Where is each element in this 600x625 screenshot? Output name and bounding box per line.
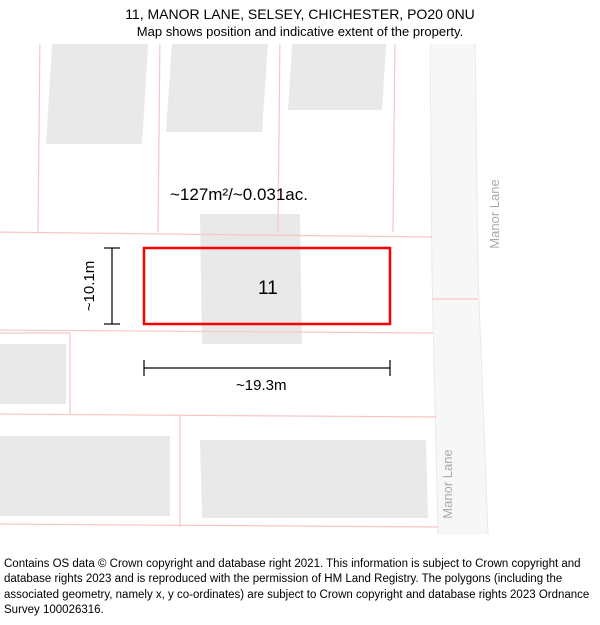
road-name-label: Manor Lane — [487, 179, 502, 248]
area-label: ~127m²/~0.031ac. — [170, 185, 308, 204]
page-subtitle: Map shows position and indicative extent… — [0, 24, 600, 39]
page-title: 11, MANOR LANE, SELSEY, CHICHESTER, PO20… — [0, 6, 600, 22]
width-measure-label: ~19.3m — [236, 377, 286, 394]
copyright-footer: Contains OS data © Crown copyright and d… — [4, 557, 596, 619]
height-measure-label: ~10.1m — [81, 261, 98, 311]
road-name-label: Manor Lane — [440, 449, 455, 518]
plot-number-label: 11 — [258, 278, 278, 299]
map-canvas: ~19.3m ~10.1m ~127m²/~0.031ac. 11 Manor Lane… — [0, 44, 600, 534]
